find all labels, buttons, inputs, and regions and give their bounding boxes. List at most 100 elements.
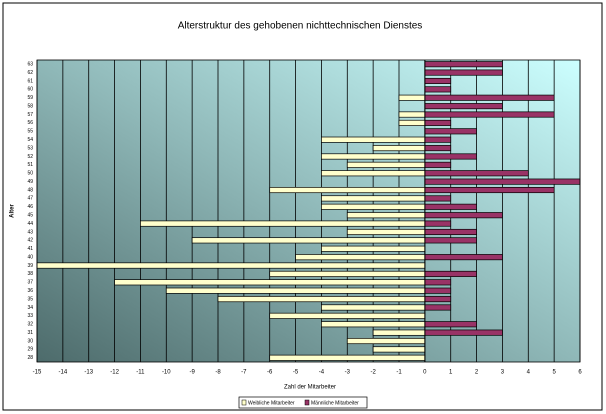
y-tick-label: 28: [27, 355, 33, 361]
bar: [424, 329, 503, 336]
bar: [398, 94, 426, 101]
y-tick-label: 45: [27, 213, 33, 219]
y-tick-label: 63: [27, 62, 33, 68]
x-tick-label: 1: [449, 370, 453, 376]
y-tick-label: 48: [27, 187, 33, 193]
y-tick-label: 59: [27, 95, 33, 101]
y-tick-label: 50: [27, 171, 33, 177]
bar: [321, 304, 426, 311]
bar: [424, 161, 452, 168]
y-tick-label: 31: [27, 330, 33, 336]
bar: [424, 136, 452, 143]
bar: [424, 254, 503, 261]
bar: [424, 287, 452, 294]
bar: [424, 279, 452, 286]
x-tick-label: -14: [59, 370, 68, 376]
x-tick-label: -4: [319, 370, 325, 376]
bar: [424, 212, 503, 219]
bar: [424, 186, 555, 194]
x-tick-label: -11: [136, 370, 145, 376]
x-tick-label: -3: [345, 370, 351, 376]
x-tick-label: -13: [84, 370, 93, 376]
y-tick-label: 47: [27, 196, 33, 202]
bar: [346, 228, 426, 236]
bar: [269, 186, 426, 194]
bar: [424, 321, 477, 328]
bar: [346, 212, 426, 219]
bar: [295, 254, 426, 261]
bar: [321, 321, 426, 328]
bar: [398, 119, 426, 126]
bar: [321, 245, 426, 252]
bar: [424, 69, 503, 76]
plot-border: [36, 59, 581, 363]
plot-area: [37, 60, 580, 362]
y-tick-label: 58: [27, 103, 33, 109]
y-tick-label: 34: [27, 305, 33, 311]
x-tick-label: 5: [552, 370, 556, 376]
y-tick-label: 33: [27, 313, 33, 319]
x-axis-label: Zahl der Mitarbeiter: [284, 385, 336, 391]
bar: [372, 145, 426, 152]
x-tick-label: 4: [527, 370, 531, 376]
y-tick-label: 39: [27, 263, 33, 269]
x-tick-label: -12: [110, 370, 119, 376]
x-tick-label: -7: [241, 370, 247, 376]
bar: [398, 111, 426, 118]
y-tick-label: 30: [27, 338, 33, 344]
x-tick-label: 6: [578, 370, 582, 376]
bar: [424, 170, 529, 177]
bar: [140, 220, 426, 227]
bar: [424, 178, 581, 185]
y-tick-label: 41: [27, 246, 33, 252]
bar: [424, 103, 503, 110]
bar: [424, 203, 477, 210]
y-tick-label: 29: [27, 347, 33, 353]
bar: [424, 77, 452, 85]
y-tick-label: 62: [27, 70, 33, 76]
bar: [424, 270, 477, 277]
legend-swatch: [241, 399, 247, 406]
y-tick-label: 49: [27, 179, 33, 185]
chart-title: Alterstruktur des gehobenen nichttechnis…: [178, 21, 423, 32]
y-tick-label: 57: [27, 112, 33, 118]
y-tick-label: 54: [27, 137, 33, 143]
legend-swatch: [304, 399, 310, 406]
y-tick-label: 55: [27, 129, 33, 135]
bar: [346, 161, 426, 168]
legend-box: [238, 396, 368, 409]
bar: [372, 346, 426, 353]
bar: [424, 228, 477, 236]
bar: [424, 153, 477, 160]
bar: [424, 61, 503, 68]
bar: [424, 220, 452, 227]
bar: [165, 287, 426, 294]
x-tick-label: 2: [475, 370, 479, 376]
bar: [321, 153, 426, 160]
x-tick-label: -6: [267, 370, 273, 376]
legend-label: Weibliche Mitarbeiter: [248, 400, 295, 406]
bar: [424, 111, 555, 118]
bar: [321, 203, 426, 210]
bar: [424, 86, 452, 93]
bar: [424, 237, 477, 244]
x-tick-label: -10: [162, 370, 171, 376]
bar: [424, 94, 555, 101]
y-tick-label: 52: [27, 154, 33, 160]
x-tick-label: -15: [33, 370, 42, 376]
bar: [191, 237, 426, 244]
y-tick-label: 53: [27, 145, 33, 151]
bar: [36, 262, 426, 269]
bar: [424, 119, 452, 126]
y-axis-label: Alter: [10, 204, 16, 218]
bar: [346, 337, 426, 345]
y-tick-label: 38: [27, 271, 33, 277]
bar: [269, 270, 426, 277]
y-tick-label: 43: [27, 229, 33, 235]
bar: [372, 329, 426, 336]
bar: [321, 195, 426, 202]
bar: [269, 312, 426, 319]
x-tick-label: 0: [423, 370, 427, 376]
bar: [321, 136, 426, 143]
